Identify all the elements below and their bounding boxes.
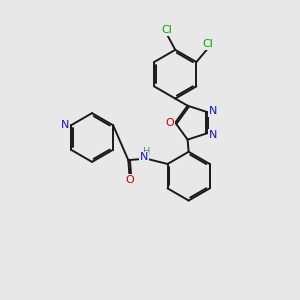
Text: Cl: Cl <box>202 40 213 50</box>
Text: N: N <box>209 130 218 140</box>
Text: N: N <box>140 152 148 162</box>
Text: H: H <box>143 147 150 157</box>
Text: Cl: Cl <box>161 25 172 35</box>
Text: N: N <box>209 106 218 116</box>
Text: O: O <box>125 175 134 185</box>
Text: N: N <box>61 120 69 130</box>
Text: O: O <box>166 118 174 128</box>
